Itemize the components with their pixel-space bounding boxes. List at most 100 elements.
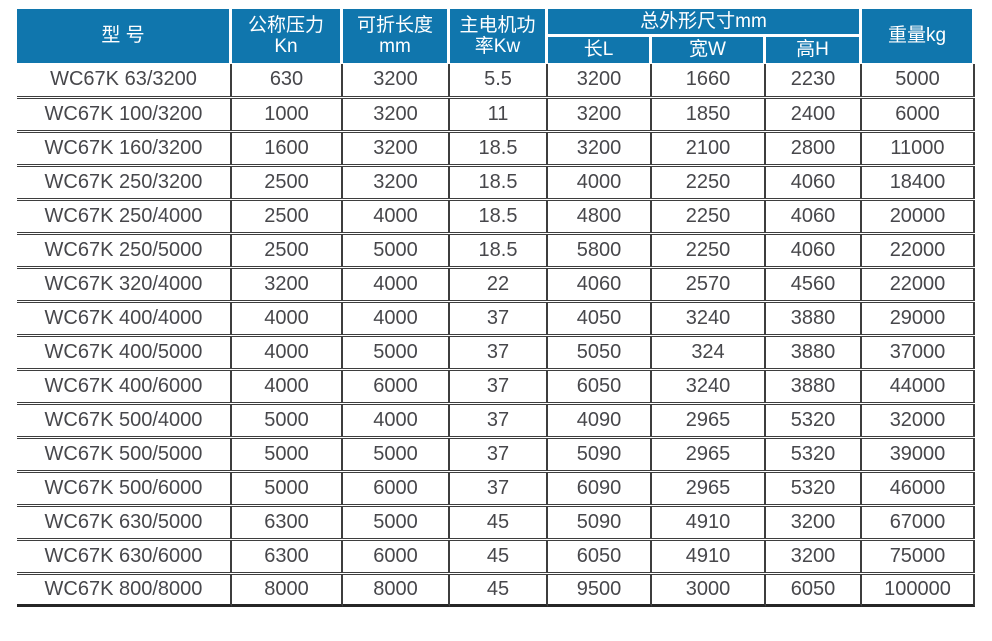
cell-fold-length-mm: 5000 <box>343 505 450 539</box>
col-header-motor-power: 主电机功 率Kw <box>450 9 548 63</box>
cell-pressure-kn: 2500 <box>232 233 343 267</box>
cell-motor-power-kw: 18.5 <box>450 233 548 267</box>
cell-width-w: 4910 <box>652 505 766 539</box>
cell-fold-length-mm: 3200 <box>343 63 450 97</box>
cell-pressure-kn: 5000 <box>232 471 343 505</box>
cell-model: WC67K 63/3200 <box>17 63 232 97</box>
cell-motor-power-kw: 22 <box>450 267 548 301</box>
cell-pressure-kn: 4000 <box>232 335 343 369</box>
cell-width-w: 2965 <box>652 437 766 471</box>
cell-height-h: 4560 <box>766 267 862 301</box>
cell-height-h: 5320 <box>766 403 862 437</box>
cell-motor-power-kw: 45 <box>450 573 548 607</box>
cell-width-w: 1850 <box>652 97 766 131</box>
table-row: WC67K 400/6000 4000 6000 37 6050 3240 3880 4400… <box>17 369 975 403</box>
col-header-model: 型 号 <box>17 9 232 63</box>
cell-model: WC67K 630/5000 <box>17 505 232 539</box>
cell-weight-kg: 32000 <box>862 403 975 437</box>
col-header-dim-height: 高H <box>766 37 862 63</box>
cell-weight-kg: 20000 <box>862 199 975 233</box>
cell-pressure-kn: 3200 <box>232 267 343 301</box>
cell-fold-length-mm: 3200 <box>343 165 450 199</box>
cell-pressure-kn: 6300 <box>232 539 343 573</box>
table-body: WC67K 63/3200 630 3200 5.5 3200 1660 2230 5000 W… <box>17 63 975 607</box>
cell-length-l: 6050 <box>548 369 652 403</box>
cell-weight-kg: 75000 <box>862 539 975 573</box>
cell-width-w: 2250 <box>652 199 766 233</box>
cell-model: WC67K 500/5000 <box>17 437 232 471</box>
cell-fold-length-mm: 4000 <box>343 301 450 335</box>
cell-fold-length-mm: 5000 <box>343 233 450 267</box>
cell-model: WC67K 500/6000 <box>17 471 232 505</box>
cell-height-h: 4060 <box>766 199 862 233</box>
cell-length-l: 5090 <box>548 505 652 539</box>
cell-width-w: 2250 <box>652 233 766 267</box>
cell-motor-power-kw: 37 <box>450 437 548 471</box>
cell-width-w: 324 <box>652 335 766 369</box>
table-row: WC67K 250/3200 2500 3200 18.5 4000 2250 4060 18… <box>17 165 975 199</box>
cell-height-h: 5320 <box>766 471 862 505</box>
cell-model: WC67K 100/3200 <box>17 97 232 131</box>
table-row: WC67K 800/8000 8000 8000 45 9500 3000 6050 1000… <box>17 573 975 607</box>
cell-fold-length-mm: 5000 <box>343 437 450 471</box>
cell-pressure-kn: 8000 <box>232 573 343 607</box>
cell-weight-kg: 22000 <box>862 267 975 301</box>
cell-pressure-kn: 2500 <box>232 199 343 233</box>
cell-pressure-kn: 5000 <box>232 437 343 471</box>
table-row: WC67K 160/3200 1600 3200 18.5 3200 2100 2800 11… <box>17 131 975 165</box>
cell-weight-kg: 39000 <box>862 437 975 471</box>
cell-length-l: 3200 <box>548 63 652 97</box>
cell-motor-power-kw: 37 <box>450 335 548 369</box>
cell-motor-power-kw: 37 <box>450 471 548 505</box>
table-row: WC67K 400/5000 4000 5000 37 5050 324 3880 37000 <box>17 335 975 369</box>
cell-model: WC67K 800/8000 <box>17 573 232 607</box>
cell-width-w: 2570 <box>652 267 766 301</box>
cell-fold-length-mm: 4000 <box>343 403 450 437</box>
cell-model: WC67K 400/5000 <box>17 335 232 369</box>
cell-weight-kg: 44000 <box>862 369 975 403</box>
cell-fold-length-mm: 8000 <box>343 573 450 607</box>
cell-width-w: 3000 <box>652 573 766 607</box>
cell-pressure-kn: 630 <box>232 63 343 97</box>
cell-model: WC67K 400/4000 <box>17 301 232 335</box>
cell-width-w: 2250 <box>652 165 766 199</box>
cell-length-l: 4800 <box>548 199 652 233</box>
cell-motor-power-kw: 18.5 <box>450 165 548 199</box>
cell-weight-kg: 29000 <box>862 301 975 335</box>
cell-width-w: 2965 <box>652 471 766 505</box>
cell-weight-kg: 46000 <box>862 471 975 505</box>
table-row: WC67K 630/5000 6300 5000 45 5090 4910 3200 6700… <box>17 505 975 539</box>
cell-model: WC67K 160/3200 <box>17 131 232 165</box>
cell-fold-length-mm: 6000 <box>343 471 450 505</box>
cell-length-l: 5090 <box>548 437 652 471</box>
cell-height-h: 4060 <box>766 233 862 267</box>
table-row: WC67K 63/3200 630 3200 5.5 3200 1660 2230 5000 <box>17 63 975 97</box>
cell-weight-kg: 5000 <box>862 63 975 97</box>
cell-model: WC67K 400/6000 <box>17 369 232 403</box>
cell-model: WC67K 500/4000 <box>17 403 232 437</box>
cell-weight-kg: 100000 <box>862 573 975 607</box>
cell-motor-power-kw: 37 <box>450 301 548 335</box>
cell-fold-length-mm: 6000 <box>343 539 450 573</box>
cell-width-w: 4910 <box>652 539 766 573</box>
cell-height-h: 2800 <box>766 131 862 165</box>
cell-pressure-kn: 5000 <box>232 403 343 437</box>
table-row: WC67K 100/3200 1000 3200 11 3200 1850 2400 6000 <box>17 97 975 131</box>
table-header: 型 号 公称压力 Kn 可折长度 mm 主电机功 率Kw 总外形尺寸mm 重量k… <box>17 9 975 63</box>
cell-weight-kg: 18400 <box>862 165 975 199</box>
header-row-main: 型 号 公称压力 Kn 可折长度 mm 主电机功 率Kw 总外形尺寸mm 重量k… <box>17 9 975 63</box>
cell-motor-power-kw: 37 <box>450 403 548 437</box>
cell-motor-power-kw: 18.5 <box>450 131 548 165</box>
col-header-dim-width: 宽W <box>652 37 766 63</box>
table-row: WC67K 500/4000 5000 4000 37 4090 2965 5320 3200… <box>17 403 975 437</box>
cell-width-w: 2965 <box>652 403 766 437</box>
col-header-weight: 重量kg <box>862 9 975 63</box>
cell-motor-power-kw: 5.5 <box>450 63 548 97</box>
cell-length-l: 4060 <box>548 267 652 301</box>
col-header-dim-length: 长L <box>548 37 652 63</box>
cell-height-h: 3880 <box>766 301 862 335</box>
col-header-fold-length: 可折长度 mm <box>343 9 450 63</box>
cell-length-l: 5800 <box>548 233 652 267</box>
cell-fold-length-mm: 6000 <box>343 369 450 403</box>
